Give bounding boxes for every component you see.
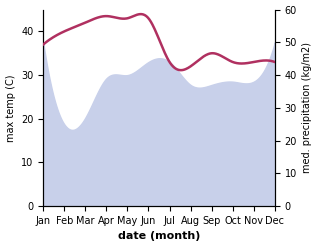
Y-axis label: med. precipitation (kg/m2): med. precipitation (kg/m2) — [302, 42, 313, 173]
X-axis label: date (month): date (month) — [118, 231, 200, 242]
Y-axis label: max temp (C): max temp (C) — [5, 74, 16, 142]
